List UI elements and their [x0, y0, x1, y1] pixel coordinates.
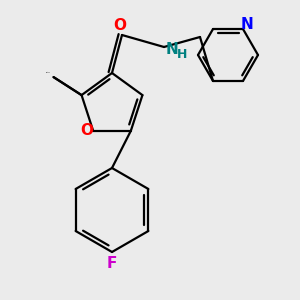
Text: N: N: [166, 41, 178, 56]
Text: methyl: methyl: [46, 72, 50, 73]
Text: H: H: [177, 49, 187, 62]
Text: N: N: [241, 16, 254, 32]
Text: O: O: [81, 123, 94, 138]
Text: O: O: [113, 17, 127, 32]
Text: F: F: [107, 256, 117, 272]
